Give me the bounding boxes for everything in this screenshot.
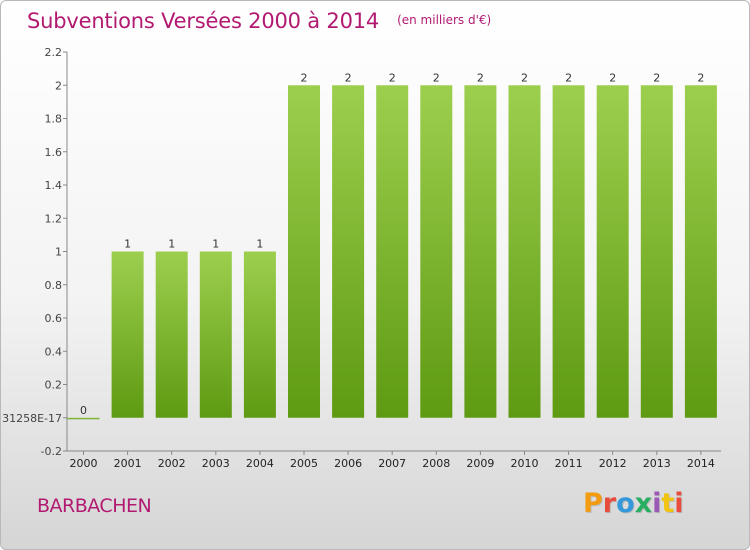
bar-value-label: 2 <box>565 71 572 84</box>
y-tick-label: 0.2 <box>45 379 63 392</box>
bar <box>464 85 497 418</box>
logo-letter: i <box>674 488 684 519</box>
bar-value-label: 2 <box>433 71 440 84</box>
bar-value-label: 1 <box>168 238 175 251</box>
bar-value-label: 1 <box>256 238 263 251</box>
bar <box>111 251 144 418</box>
bar-value-label: 2 <box>301 71 308 84</box>
logo-letter: o <box>616 488 635 519</box>
x-tick-label: 2002 <box>158 457 186 470</box>
x-tick-label: 2012 <box>599 457 627 470</box>
bar-value-label: 1 <box>124 238 131 251</box>
y-tick-label: 1 <box>55 246 62 259</box>
bar <box>288 85 320 418</box>
bar-value-label: 2 <box>653 71 660 84</box>
x-tick-label: 2011 <box>555 457 583 470</box>
bar <box>243 251 276 418</box>
x-tick-label: 2000 <box>70 457 98 470</box>
y-tick-label: 2 <box>55 79 62 92</box>
x-tick-label: 2005 <box>290 457 318 470</box>
logo-letter: x <box>634 488 653 519</box>
x-tick-label: 2013 <box>643 457 671 470</box>
bar-value-label: 2 <box>697 71 704 84</box>
y-tick-label: -5.5511151231258E-17 <box>1 412 62 425</box>
bar-value-label: 0 <box>80 404 87 417</box>
bar <box>332 85 365 418</box>
y-tick-label: 1.4 <box>45 179 63 192</box>
bar <box>596 85 629 418</box>
logo-letter: t <box>661 488 675 519</box>
y-tick-label: -0.2 <box>41 445 62 458</box>
bar <box>199 251 232 418</box>
title-row: Subventions Versées 2000 à 2014 (en mill… <box>27 9 491 33</box>
bar-value-label: 2 <box>345 71 352 84</box>
y-tick-label: 1.2 <box>45 212 63 225</box>
commune-name: BARBACHEN <box>37 495 152 517</box>
bar <box>67 417 100 420</box>
bar <box>640 85 673 418</box>
bar-value-label: 2 <box>389 71 396 84</box>
x-tick-label: 2009 <box>466 457 494 470</box>
bar <box>552 85 585 418</box>
bar <box>508 85 541 418</box>
y-tick-label: 1.8 <box>45 113 63 126</box>
y-tick-label: 1.6 <box>45 146 63 159</box>
y-tick-label: 0.8 <box>45 279 63 292</box>
x-tick-label: 2010 <box>511 457 539 470</box>
logo-letter: i <box>652 488 662 519</box>
chart-title: Subventions Versées 2000 à 2014 <box>27 9 380 33</box>
proxiti-logo: Proxiti <box>583 488 684 519</box>
bar-value-label: 1 <box>212 238 219 251</box>
bar-value-label: 2 <box>477 71 484 84</box>
logo-letter: r <box>602 488 617 519</box>
x-tick-label: 2001 <box>114 457 142 470</box>
y-tick-label: 0.6 <box>45 312 63 325</box>
bar <box>420 85 453 418</box>
x-tick-label: 2008 <box>422 457 450 470</box>
x-tick-label: 2004 <box>246 457 274 470</box>
bar <box>376 85 409 418</box>
x-tick-label: 2014 <box>687 457 715 470</box>
bars: 0 1 1 1 1 2 2 2 2 2 2 2 2 2 2 <box>67 71 717 420</box>
y-tick-label: 0.4 <box>45 345 63 358</box>
axes: -0.2 -5.5511151231258E-17 0.2 0.4 0.6 0.8 1 1.2… <box>1 46 721 470</box>
x-tick-label: 2003 <box>202 457 230 470</box>
logo-letter: P <box>583 488 603 519</box>
y-tick-label: 2.2 <box>45 46 63 59</box>
bar <box>684 85 717 418</box>
chart-subtitle: (en milliers d'€) <box>397 13 492 27</box>
bar <box>155 251 188 418</box>
x-tick-label: 2006 <box>334 457 362 470</box>
bar-value-label: 2 <box>521 71 528 84</box>
x-tick-label: 2007 <box>378 457 406 470</box>
bar-value-label: 2 <box>609 71 616 84</box>
